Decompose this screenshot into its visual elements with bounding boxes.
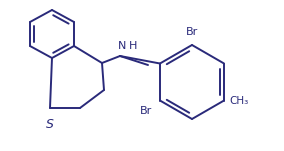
Text: CH₃: CH₃ [229, 95, 248, 106]
Text: H: H [129, 41, 137, 51]
Text: N: N [118, 41, 126, 51]
Text: Br: Br [140, 106, 152, 117]
Text: Br: Br [186, 27, 198, 37]
Text: S: S [46, 118, 54, 131]
